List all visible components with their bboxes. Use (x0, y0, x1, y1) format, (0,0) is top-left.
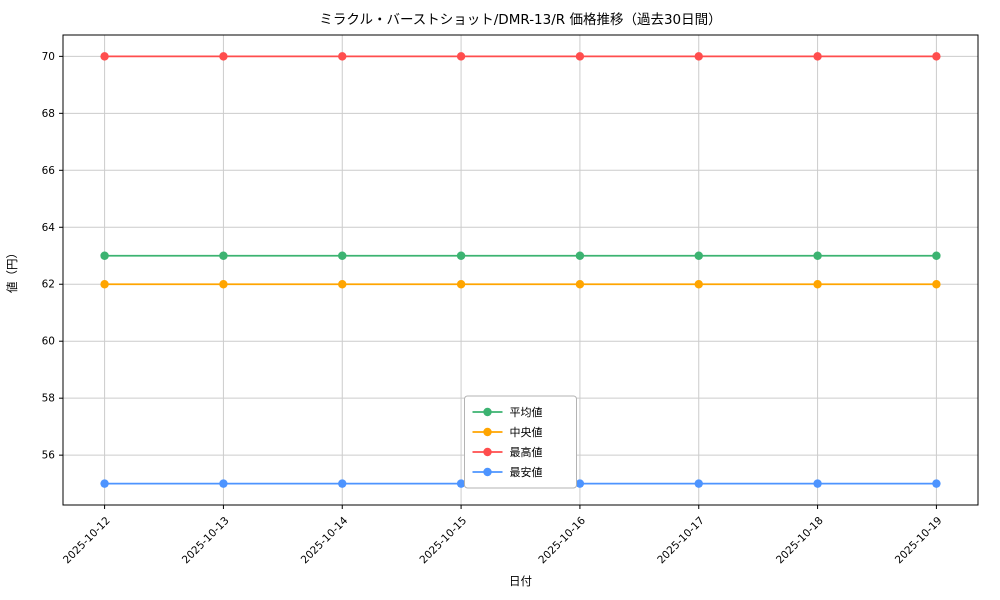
data-point-marker (338, 280, 347, 289)
legend-label: 最安値 (510, 465, 543, 479)
data-point-marker (694, 280, 703, 289)
data-point-marker (813, 479, 822, 488)
data-point-marker (932, 479, 941, 488)
x-tick-label: 2025-10-17 (655, 515, 707, 567)
x-tick-label: 2025-10-18 (774, 515, 826, 567)
data-point-marker (575, 52, 585, 61)
series-平均値 (100, 251, 941, 260)
data-point-marker (813, 280, 822, 289)
y-tick-label: 70 (42, 51, 55, 63)
data-point-marker (932, 251, 941, 260)
data-point-marker (219, 280, 228, 289)
x-tick-label: 2025-10-16 (536, 514, 588, 566)
x-axis-label: 日付 (509, 574, 532, 588)
data-point-marker (219, 251, 228, 260)
y-tick-label: 68 (42, 108, 55, 120)
data-point-marker (575, 479, 585, 488)
x-tick-label: 2025-10-15 (418, 515, 470, 567)
data-point-marker (100, 280, 109, 289)
x-axis-ticks: 2025-10-12 2025-10-13 2025-10-14 2025-10-15… (61, 505, 945, 567)
legend-sample-marker (483, 427, 492, 437)
data-point-marker (456, 251, 466, 260)
data-point-marker (338, 52, 347, 61)
data-point-marker (575, 251, 585, 260)
data-point-marker (219, 479, 228, 488)
data-point-marker (932, 52, 941, 61)
data-point-marker (694, 479, 703, 488)
legend-sample-marker (483, 447, 492, 457)
chart-title: ミラクル・バーストショット/DMR-13/R 価格推移（過去30日間） (319, 12, 721, 28)
data-point-marker (338, 479, 347, 488)
data-point-marker (100, 52, 109, 61)
y-tick-label: 56 (42, 450, 56, 462)
data-point-marker (694, 251, 703, 260)
y-axis-ticks: 56 58 60 62 64 66 68 70 (42, 51, 63, 462)
legend-label: 最高値 (510, 445, 543, 459)
data-point-marker (813, 52, 822, 61)
legend-box (464, 395, 577, 489)
y-tick-label: 58 (42, 393, 55, 405)
data-point-marker (100, 479, 109, 488)
data-point-marker (813, 251, 822, 260)
y-tick-label: 64 (42, 222, 56, 234)
y-tick-label: 66 (42, 165, 56, 177)
data-point-marker (575, 280, 585, 289)
series-最高値 (100, 52, 941, 61)
x-tick-label: 2025-10-14 (299, 514, 351, 566)
legend-sample-marker (483, 407, 492, 417)
data-point-marker (338, 251, 347, 260)
x-tick-label: 2025-10-13 (180, 515, 232, 567)
y-axis-label: 値（円） (5, 247, 19, 293)
data-point-marker (219, 52, 228, 61)
y-tick-label: 62 (42, 279, 55, 291)
data-point-marker (456, 52, 466, 61)
series-中央値 (100, 280, 941, 289)
axes-frame (62, 34, 979, 506)
legend-label: 平均値 (510, 406, 543, 419)
y-tick-label: 60 (42, 336, 55, 348)
x-tick-label: 2025-10-19 (893, 515, 945, 567)
grid-lines (63, 35, 978, 505)
data-point-marker (694, 52, 703, 61)
x-tick-label: 2025-10-12 (61, 515, 113, 567)
data-point-marker (100, 251, 109, 260)
data-point-marker (456, 479, 466, 488)
data-point-marker (932, 280, 941, 289)
legend-sample-marker (483, 467, 492, 477)
data-point-marker (456, 280, 466, 289)
legend-label: 中央値 (510, 426, 543, 439)
